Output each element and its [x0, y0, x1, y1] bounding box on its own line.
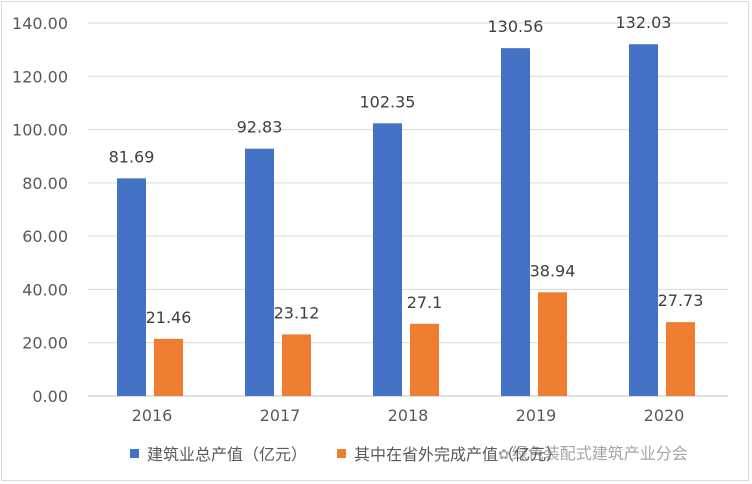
x-tick-label: 2016: [132, 406, 173, 425]
bar-outside: [410, 323, 439, 396]
legend-label-outside: 其中在省外完成产值（亿元）: [354, 445, 563, 464]
bar-total: [629, 44, 658, 397]
y-tick-label: 60.00: [22, 227, 68, 246]
watermark-text: 绿色装配式建筑产业分会: [511, 444, 688, 463]
bar-outside: [538, 292, 567, 396]
y-tick-label: 100.00: [12, 121, 68, 140]
data-label: 132.03: [616, 13, 672, 32]
x-tick-label: 2018: [388, 406, 429, 425]
legend-swatch-outside: [337, 448, 347, 458]
data-label: 23.12: [274, 303, 320, 322]
wechat-icon: ✿: [498, 447, 510, 463]
y-tick-label: 0.00: [32, 387, 68, 406]
y-tick-label: 140.00: [12, 14, 68, 33]
legend-item-outside: 其中在省外完成产值（亿元）: [337, 441, 562, 465]
data-label: 27.73: [658, 291, 704, 310]
x-tick-label: 2020: [644, 406, 685, 425]
data-label: 130.56: [488, 17, 544, 36]
bar-total: [501, 48, 530, 397]
watermark: ✿ 绿色装配式建筑产业分会: [498, 440, 688, 464]
bar-total: [117, 178, 146, 396]
data-label: 81.69: [109, 147, 155, 166]
legend: 建筑业总产值（亿元） 其中在省外完成产值（亿元）: [130, 441, 592, 465]
data-label: 92.83: [237, 118, 283, 137]
y-tick-label: 80.00: [22, 174, 68, 193]
bar-outside: [666, 322, 695, 396]
bar-total: [245, 148, 274, 396]
bar-outside: [282, 334, 311, 396]
x-tick-label: 2019: [516, 406, 557, 425]
x-tick-label: 2017: [260, 406, 301, 425]
legend-item-total: 建筑业总产值（亿元）: [130, 441, 307, 465]
data-label: 102.35: [360, 92, 416, 111]
data-label: 21.46: [146, 308, 192, 327]
y-tick-label: 40.00: [22, 280, 68, 299]
legend-label-total: 建筑业总产值（亿元）: [147, 445, 308, 464]
bar-total: [373, 123, 402, 396]
y-tick-label: 120.00: [12, 67, 68, 86]
legend-swatch-total: [130, 448, 139, 458]
y-tick-label: 20.00: [22, 334, 68, 353]
data-label: 38.94: [530, 261, 576, 280]
bar-outside: [154, 338, 183, 396]
data-label: 27.1: [407, 293, 443, 312]
